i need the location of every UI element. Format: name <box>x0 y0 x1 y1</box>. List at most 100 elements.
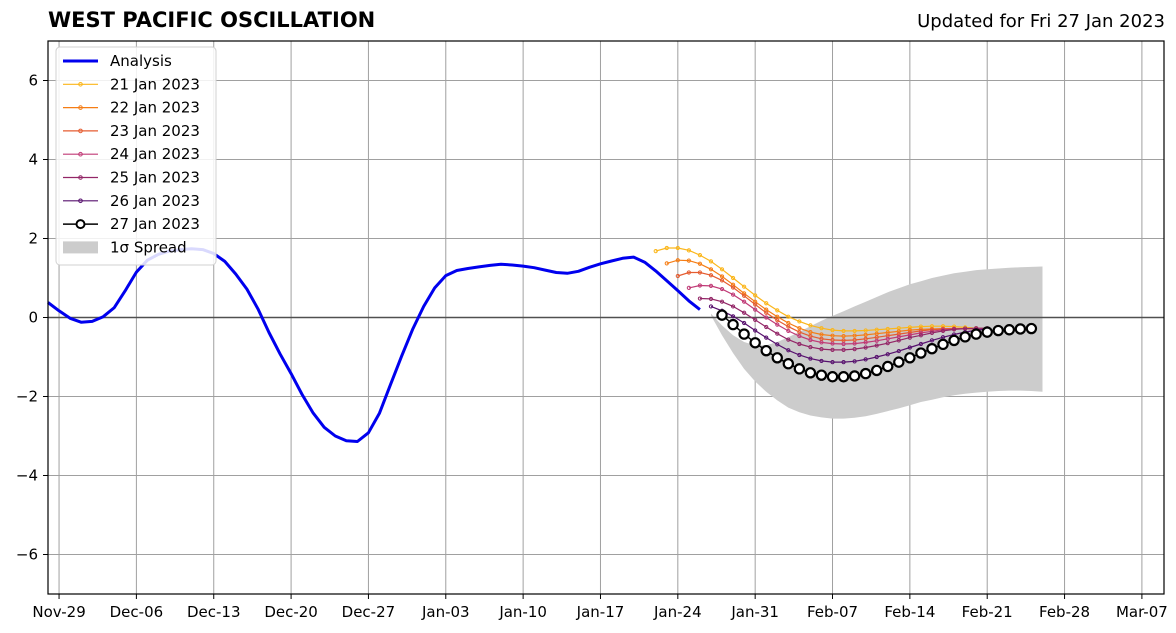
forecast-point <box>797 326 802 331</box>
legend-label: 26 Jan 2023 <box>110 192 200 210</box>
forecast-point <box>775 342 780 347</box>
forecast-point <box>819 332 824 337</box>
forecast-point <box>730 275 736 281</box>
forecast-point <box>848 370 861 382</box>
forecast-point <box>830 360 835 365</box>
forecast-point <box>786 328 791 334</box>
forecast-point <box>797 330 802 335</box>
legend-box <box>55 46 217 266</box>
forecast-point <box>708 283 714 288</box>
axes: Nov-29 Dec-06 Dec-13 Dec-20 Dec-27 Jan-03 Jan-… <box>16 40 1168 621</box>
forecast-point <box>837 371 850 383</box>
forecast-point <box>686 248 691 253</box>
x-tick-label: Dec-06 <box>110 603 164 621</box>
forecast-point <box>852 359 857 364</box>
forecast-point <box>882 360 894 373</box>
forecast-point <box>775 308 780 313</box>
forecast-line <box>699 297 988 351</box>
forecast-point <box>697 283 703 288</box>
forecast-point <box>749 337 761 349</box>
forecast-point <box>697 252 703 258</box>
forecast-point <box>830 328 835 333</box>
forecast-point <box>797 341 802 347</box>
forecast-point <box>797 319 802 324</box>
forecast-point <box>697 270 703 275</box>
forecast-point <box>885 352 890 357</box>
forecast-point <box>852 333 857 338</box>
forecast-point <box>730 285 736 290</box>
forecast-point <box>907 345 912 350</box>
forecast-point <box>951 327 957 332</box>
forecast-point <box>1003 324 1016 336</box>
forecast-point <box>697 296 703 301</box>
forecast-point <box>764 324 769 330</box>
forecast-point <box>675 245 680 251</box>
forecast-point <box>764 310 769 315</box>
forecast-point <box>815 369 828 381</box>
forecast-point <box>708 273 714 278</box>
forecast-point <box>915 347 927 359</box>
forecast-point <box>686 285 691 290</box>
forecast-point <box>719 267 725 272</box>
forecast-point <box>782 358 795 370</box>
forecast-point <box>753 317 758 322</box>
plot-frame <box>47 40 1165 595</box>
forecast-point <box>918 333 924 338</box>
forecast-point <box>775 318 780 323</box>
forecast-point <box>764 301 769 306</box>
forecast-point <box>730 314 736 319</box>
legend-label: Analysis <box>110 52 172 70</box>
x-tick-label: Jan-31 <box>730 603 779 621</box>
series-layer <box>47 245 1038 443</box>
forecast-point <box>863 332 868 337</box>
forecast-point <box>742 299 747 304</box>
forecast-point <box>904 352 916 364</box>
forecast-point <box>874 354 879 360</box>
forecast-point <box>841 328 846 334</box>
x-tick-label: Dec-20 <box>264 603 318 621</box>
forecast-point <box>852 341 857 346</box>
forecast-point <box>697 261 703 266</box>
legend-marker <box>78 128 83 134</box>
forecast-point <box>760 344 772 357</box>
forecast-point <box>863 340 868 345</box>
forecast-point <box>808 345 813 350</box>
x-tick-label: Jan-17 <box>576 603 625 621</box>
forecast-line <box>655 247 988 332</box>
forecast-point <box>863 345 868 350</box>
x-tick-label: Feb-14 <box>884 603 935 621</box>
forecast-point <box>653 249 658 254</box>
forecast-point <box>753 307 758 312</box>
forecast-point <box>708 296 714 302</box>
x-tick-label: Feb-07 <box>807 603 858 621</box>
legend-label: 21 Jan 2023 <box>110 75 200 93</box>
forecast-point <box>675 258 680 263</box>
legend-label: 23 Jan 2023 <box>110 122 200 140</box>
forecast-point <box>885 341 890 346</box>
forecast-point <box>830 333 835 338</box>
forecast-point <box>738 328 750 340</box>
legend-label: 22 Jan 2023 <box>110 99 200 117</box>
forecast-point <box>675 273 680 279</box>
forecast-point <box>786 348 791 353</box>
forecast-point <box>863 328 868 333</box>
forecast-point <box>753 328 758 333</box>
forecast-point <box>1025 322 1038 335</box>
forecast-point <box>926 343 938 355</box>
y-tick-label: 0 <box>28 309 38 327</box>
forecast-point <box>719 278 725 283</box>
forecast-point <box>893 356 905 368</box>
forecast-point <box>918 341 924 347</box>
forecast-point <box>742 320 747 326</box>
forecast-point <box>981 326 993 338</box>
legend-label: 24 Jan 2023 <box>110 145 200 163</box>
forecast-point <box>730 304 736 309</box>
forecast-point <box>830 347 835 352</box>
forecast-point <box>708 267 714 272</box>
legend-marker <box>78 175 83 180</box>
forecast-point <box>992 324 1004 337</box>
forecast-point <box>852 347 857 352</box>
forecast-point <box>708 259 714 264</box>
forecast-point <box>664 261 669 266</box>
legend-marker <box>78 151 83 157</box>
